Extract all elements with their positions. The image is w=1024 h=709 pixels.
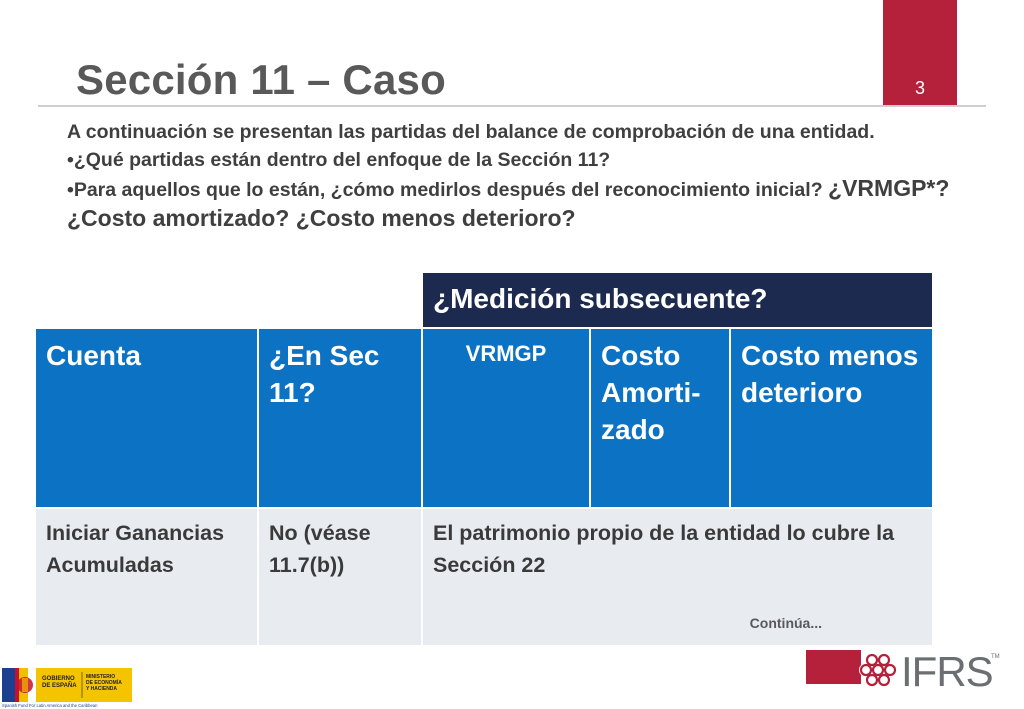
intro-bullet-measure-options: ¿VRMGP*? ¿Costo amortizado? ¿Costo menos… (67, 175, 950, 231)
title-divider (38, 105, 986, 107)
svg-text:MINISTERIO: MINISTERIO (86, 674, 115, 680)
svg-text:GOBIERNO: GOBIERNO (42, 676, 75, 682)
ifrs-logo: IFRS TM (806, 648, 1000, 692)
cell-en-sec-11: No (véase 11.7(b)) (259, 509, 423, 645)
intro-bullet-scope: •¿Qué partidas están dentro del enfoque … (67, 149, 611, 171)
svg-text:IFRS: IFRS (901, 648, 993, 692)
gobierno-espana-logo: GOBIERNO DE ESPAÑA MINISTERIO DE ECONOMÍ… (0, 664, 132, 709)
cell-cuenta: Iniciar Ganancias Acumuladas (36, 509, 259, 645)
cell-medicion: El patrimonio propio de la entidad lo cu… (423, 509, 932, 645)
intro-line: A continuación se presentan las partidas… (67, 121, 875, 143)
intro-text: A continuación se presentan las partidas… (67, 118, 957, 234)
page-number: 3 (914, 78, 925, 98)
svg-text:TM: TM (991, 654, 1000, 660)
intro-bullet-measure-text: •Para aquellos que lo están, ¿cómo medir… (67, 179, 823, 201)
col-header-en-sec-11: ¿En Sec 11? (259, 329, 423, 507)
page-title: Sección 11 – Caso (76, 56, 446, 103)
accounts-table: Cuenta ¿En Sec 11? VRMGP Costo Amorti-za… (36, 329, 932, 645)
col-header-cuenta: Cuenta (36, 329, 259, 507)
table-row: Iniciar Ganancias Acumuladas No (véase 1… (36, 509, 932, 645)
intro-bullet-measure: •Para aquellos que lo están, ¿cómo medir… (67, 174, 957, 234)
col-header-vrmgp: VRMGP (423, 329, 591, 507)
table-header-row: Cuenta ¿En Sec 11? VRMGP Costo Amorti-za… (36, 329, 932, 507)
svg-text:Spanish Fund For Latin America: Spanish Fund For Latin America and the C… (2, 703, 98, 708)
svg-text:DE ECONOMÍA: DE ECONOMÍA (86, 678, 122, 686)
continued-note: Continúa... (749, 615, 822, 631)
measurement-header: ¿Medición subsecuente? (423, 273, 932, 327)
col-header-costo-amortizado: Costo Amorti-zado (591, 329, 731, 507)
col-header-costo-menos-deterioro: Costo menos deterioro (731, 329, 932, 507)
accent-tab (883, 0, 957, 106)
svg-text:Y HACIENDA: Y HACIENDA (86, 686, 117, 692)
cell-medicion-text: El patrimonio propio de la entidad lo cu… (433, 521, 895, 577)
svg-text:DE ESPAÑA: DE ESPAÑA (42, 682, 77, 689)
